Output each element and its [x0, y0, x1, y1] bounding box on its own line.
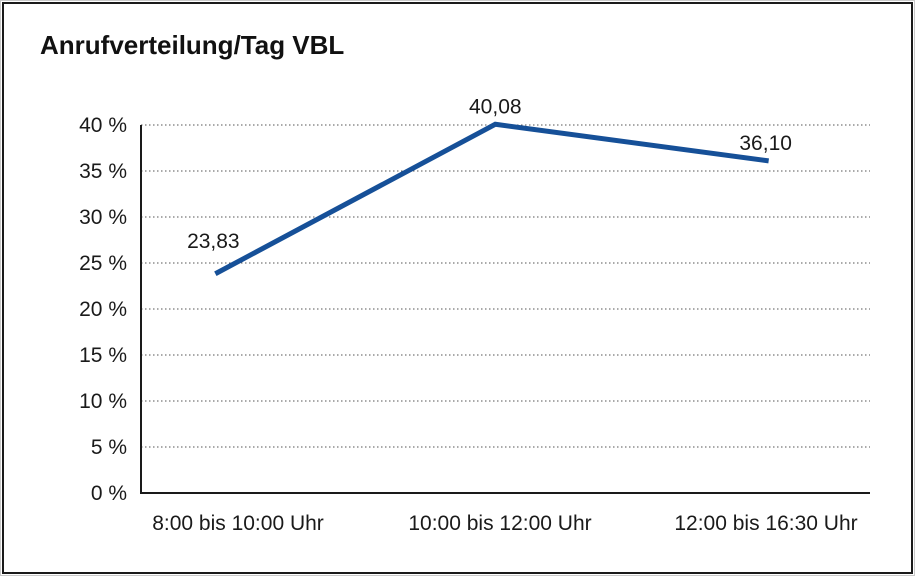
- series-line: [214, 121, 770, 276]
- chart-title: Anrufverteilung/Tag VBL: [40, 30, 345, 60]
- y-tick-label: 15 %: [79, 344, 127, 367]
- y-tick-label: 40 %: [79, 114, 127, 137]
- y-tick-label: 5 %: [91, 436, 127, 459]
- y-tick-label: 30 %: [79, 206, 127, 229]
- x-category-label: 8:00 bis 10:00 Uhr: [152, 512, 324, 535]
- x-category-label: 10:00 bis 12:00 Uhr: [408, 512, 591, 535]
- y-tick-label: 10 %: [79, 390, 127, 413]
- data-label: 23,83: [187, 230, 240, 253]
- y-tick-label: 25 %: [79, 252, 127, 275]
- data-label: 40,08: [469, 95, 522, 118]
- x-category-label: 12:00 bis 16:30 Uhr: [674, 512, 857, 535]
- y-tick-label: 0 %: [91, 482, 127, 505]
- y-tick-label: 20 %: [79, 298, 127, 321]
- y-tick-label: 35 %: [79, 160, 127, 183]
- data-label: 36,10: [739, 132, 792, 155]
